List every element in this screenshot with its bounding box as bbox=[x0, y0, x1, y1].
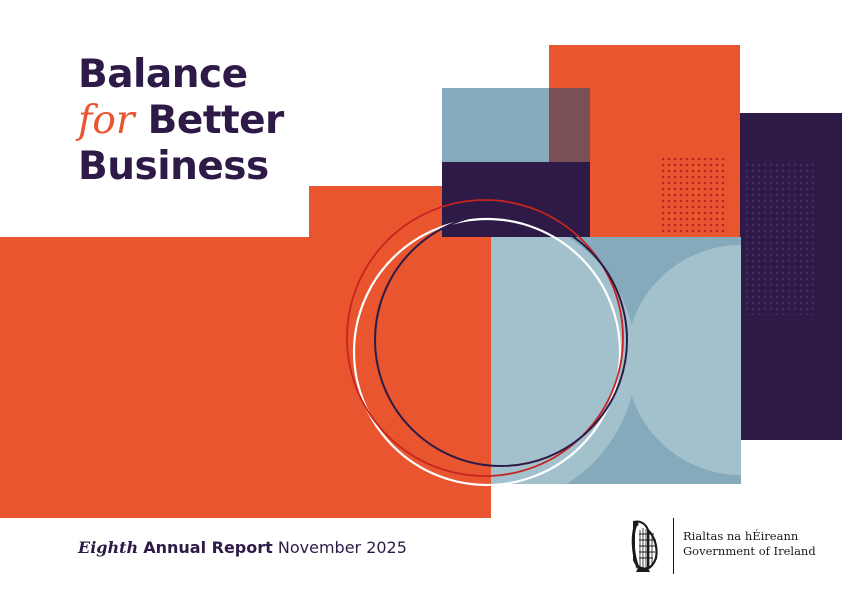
government-logo: Rialtas na hÉireann Government of Irelan… bbox=[626, 518, 826, 574]
ring-purple bbox=[374, 213, 628, 467]
edition-label: Eighth bbox=[78, 538, 139, 557]
title-better: Better bbox=[147, 98, 285, 143]
title-for: for bbox=[78, 98, 135, 143]
overlap-block bbox=[549, 88, 590, 162]
title-line-for-better: for Better bbox=[78, 98, 284, 144]
government-name-irish: Rialtas na hÉireann bbox=[683, 529, 799, 543]
ring-red bbox=[346, 199, 624, 477]
harp-icon bbox=[631, 520, 658, 572]
report-type-label: Annual Report bbox=[143, 538, 273, 557]
government-name-english: Government of Ireland bbox=[683, 544, 816, 558]
title-line-balance: Balance bbox=[78, 52, 248, 97]
purple-block-middle bbox=[442, 162, 590, 237]
red-dot-pattern bbox=[662, 158, 726, 233]
government-name: Rialtas na hÉireann Government of Irelan… bbox=[683, 529, 816, 559]
ring-white bbox=[352, 217, 622, 487]
title-line-business: Business bbox=[78, 144, 269, 189]
report-date: November 2025 bbox=[277, 538, 407, 557]
purple-dot-pattern bbox=[742, 160, 814, 315]
report-subtitle: Eighth Annual Report November 2025 bbox=[78, 538, 407, 557]
report-title: Balance for Better Business bbox=[78, 52, 284, 190]
orange-block-left bbox=[0, 186, 491, 518]
blue-square bbox=[491, 237, 741, 484]
logo-divider bbox=[673, 518, 674, 574]
